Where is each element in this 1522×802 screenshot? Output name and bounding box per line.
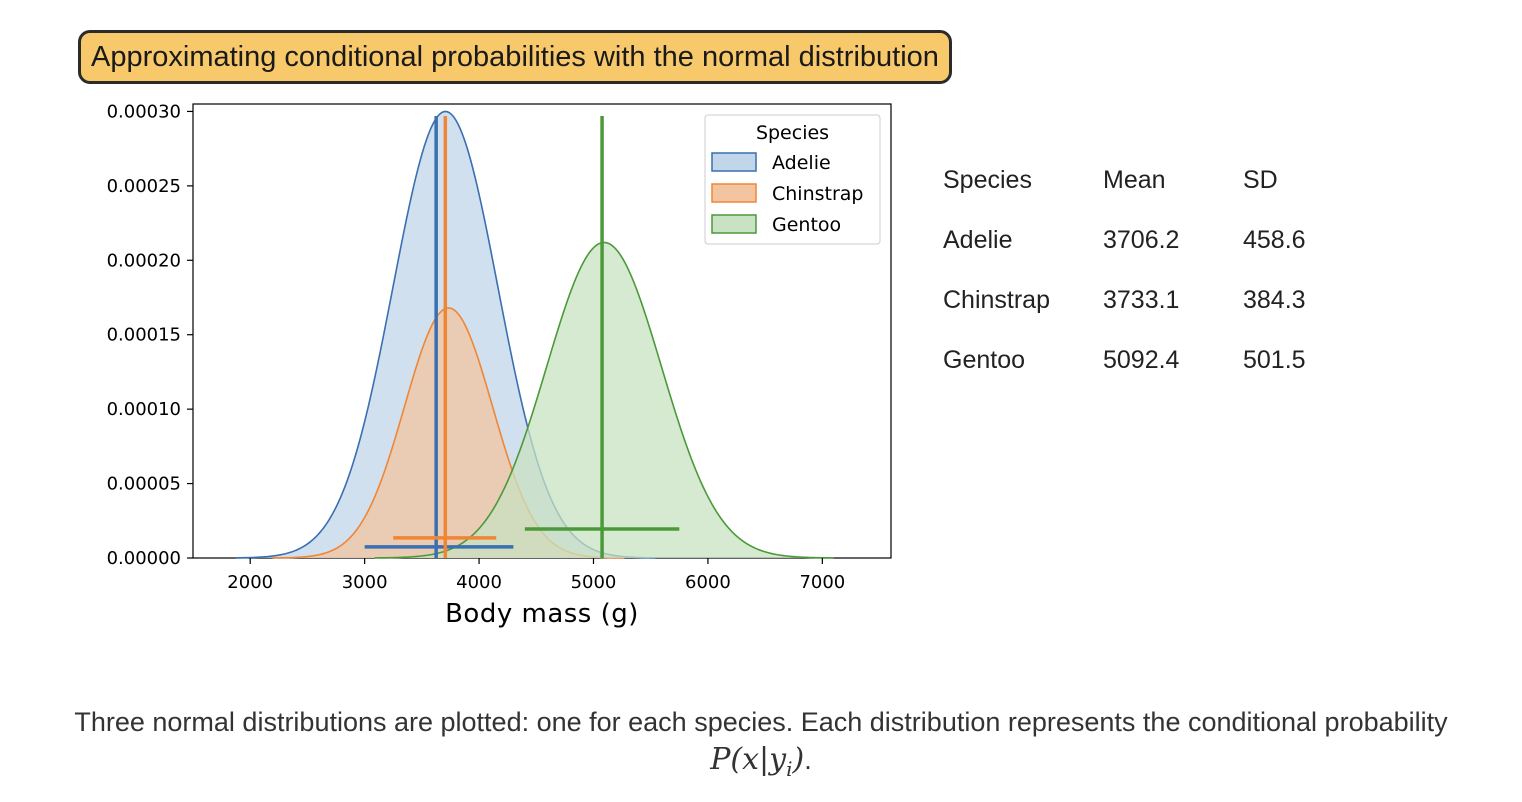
stats-header-row: Species Mean SD <box>943 150 1343 210</box>
legend-label-gentoo: Gentoo <box>772 214 841 236</box>
mean-lines <box>364 116 680 558</box>
legend-title: Species <box>756 122 829 144</box>
header-sd: SD <box>1243 165 1278 194</box>
row-species: Gentoo <box>943 345 1026 374</box>
row-species: Chinstrap <box>943 285 1050 314</box>
stats-table: Species Mean SD Adelie 3706.2 458.6 Chin… <box>943 150 1343 390</box>
row-mean: 3733.1 <box>1103 285 1180 314</box>
y-tick-label: 0.00020 <box>107 250 181 271</box>
y-tick-label: 0.00005 <box>107 474 181 495</box>
legend-box <box>704 114 881 245</box>
x-tick-label: 7000 <box>799 572 845 593</box>
table-row: Adelie 3706.2 458.6 <box>943 210 1343 270</box>
x-tick-label: 5000 <box>571 572 617 593</box>
row-sd: 458.6 <box>1243 225 1306 254</box>
x-tick-label: 6000 <box>685 572 731 593</box>
table-row: Gentoo 5092.4 501.5 <box>943 330 1343 390</box>
area-gentoo <box>374 242 834 558</box>
title-badge: Approximating conditional probabilities … <box>78 30 952 84</box>
row-mean: 3706.2 <box>1103 225 1180 254</box>
caption: Three normal distributions are plotted: … <box>40 703 1482 788</box>
legend-swatch-gentoo <box>711 214 757 234</box>
y-tick-label: 0.00030 <box>107 101 181 122</box>
row-sd: 501.5 <box>1243 345 1306 374</box>
x-axis-label: Body mass (g) <box>445 599 639 629</box>
y-tick-label: 0.00010 <box>107 399 181 420</box>
caption-math-sub: i <box>786 757 793 781</box>
page-title: Approximating conditional probabilities … <box>91 40 939 73</box>
legend-swatch-chinstrap <box>711 183 757 203</box>
axes: 2000 3000 4000 5000 6000 7000 0.00000 0.00005 0.… <box>107 101 846 593</box>
y-tick-label: 0.00000 <box>107 548 181 569</box>
curve-gentoo <box>374 241 834 559</box>
caption-text: Three normal distributions are plotted: … <box>74 707 1448 737</box>
caption-math-main: P(x|y <box>710 742 787 777</box>
row-mean: 5092.4 <box>1103 345 1180 374</box>
caption-math: P(x|yi) <box>710 742 805 781</box>
row-species: Adelie <box>943 225 1013 254</box>
legend-label-chinstrap: Chinstrap <box>772 183 864 205</box>
y-tick-label: 0.00025 <box>107 176 181 197</box>
header-mean: Mean <box>1103 165 1166 194</box>
legend: Species Adelie Chinstrap Gentoo <box>704 114 881 245</box>
caption-math-end: ) <box>792 742 805 777</box>
legend-swatch-adelie <box>711 152 757 172</box>
x-tick-label: 4000 <box>456 572 502 593</box>
table-row: Chinstrap 3733.1 384.3 <box>943 270 1343 330</box>
header-species: Species <box>943 165 1032 194</box>
x-tick-label: 2000 <box>227 572 273 593</box>
caption-end: . <box>804 745 812 775</box>
y-tick-label: 0.00015 <box>107 325 181 346</box>
legend-label-adelie: Adelie <box>772 152 831 174</box>
area-chinstrap <box>272 307 625 558</box>
row-sd: 384.3 <box>1243 285 1306 314</box>
x-tick-label: 3000 <box>342 572 388 593</box>
